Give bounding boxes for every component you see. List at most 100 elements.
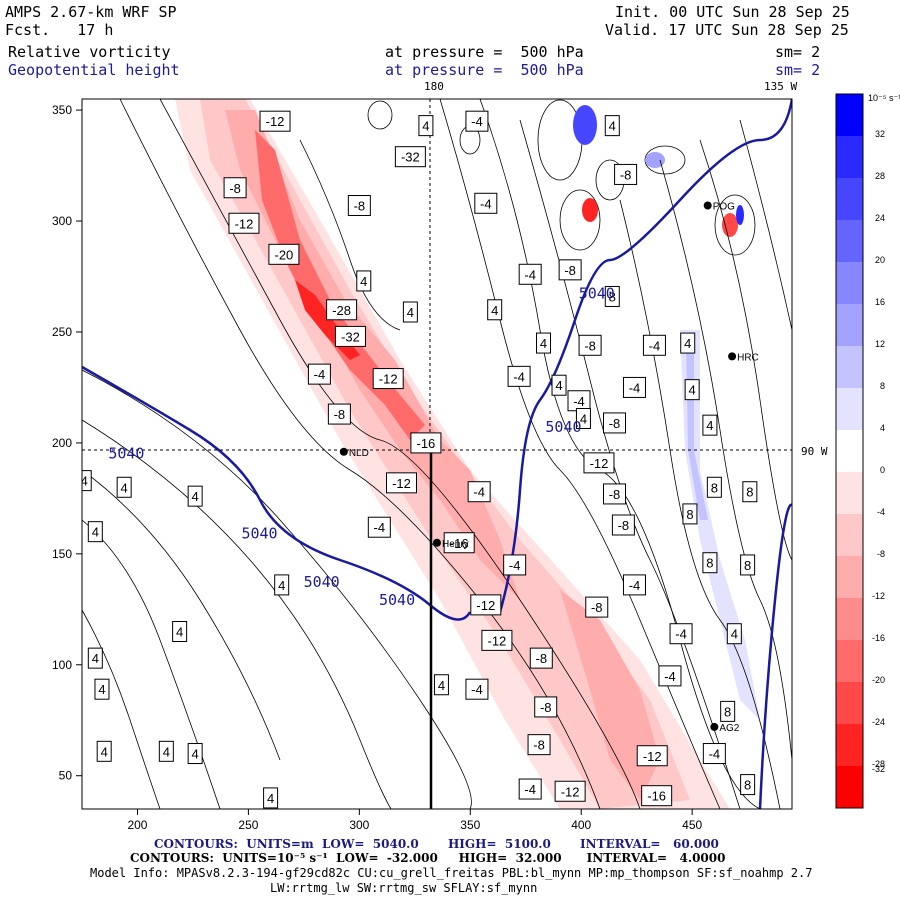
vorticity-label-box (658, 665, 682, 687)
noisy-vorticity-cores (573, 105, 744, 237)
colorbar-segment (836, 136, 863, 178)
vorticity-label: -4 (513, 369, 525, 384)
vorticity-label-box (706, 476, 722, 498)
vorticity-label-box (334, 325, 366, 347)
vorticity-label-box (669, 623, 693, 645)
vorticity-label: 4 (706, 418, 713, 433)
x-tick-label: 450 (682, 818, 702, 832)
vorticity-label-box (585, 596, 609, 618)
vorticity-label-box (680, 332, 696, 354)
colorbar-label: -32 (872, 764, 885, 774)
y-tick-label: 300 (52, 214, 72, 228)
vorticity-label-box (527, 734, 551, 756)
vorticity-label-box (534, 696, 558, 718)
vorticity-label: -12 (266, 114, 285, 129)
vorticity-contour-info: CONTOURS: UNITS=10⁻⁵ s⁻¹ LOW= -32.000 HI… (130, 851, 726, 865)
vorticity-label-box (578, 334, 602, 356)
vorticity-label: -4 (649, 338, 661, 353)
vorticity-label-box (518, 263, 542, 285)
vorticity-label-box (503, 554, 527, 576)
y-tick-label: 200 (52, 436, 72, 450)
vorticity-label-box (575, 408, 591, 429)
vorticity-label: 8 (711, 480, 718, 495)
vorticity-label-box (611, 514, 635, 536)
vorticity-label-box (529, 647, 553, 669)
colorbar-label: 0 (880, 465, 885, 475)
vorticity-label-box (702, 414, 718, 436)
vorticity-label: 4 (121, 480, 128, 495)
y-axis: 50 100 150 200 250 300 350 (52, 103, 82, 783)
vorticity-label-box (356, 270, 372, 292)
vorticity-label-box (96, 740, 112, 762)
vorticity-label: -4 (709, 747, 721, 762)
vorticity-band-east (560, 590, 660, 800)
colorbar-label: 12 (875, 339, 885, 349)
y-tick-label: 250 (52, 325, 72, 339)
vorticity-label-box (347, 195, 371, 216)
station-dot (433, 538, 441, 547)
vorticity-label: -4 (629, 380, 641, 395)
vorticity-label-box (603, 483, 626, 505)
vorticity-label: 4 (580, 412, 587, 427)
colorbar-segment (836, 640, 863, 682)
colorbar-label: 16 (875, 297, 885, 307)
vorticity-label: -4 (374, 520, 386, 535)
vorticity-positive-band (680, 330, 760, 720)
vorticity-label: -12 (476, 598, 495, 613)
colorbar-segment (836, 304, 863, 346)
colorbar-segment (836, 682, 863, 724)
plot-frame (81, 98, 793, 810)
vorticity-label: 4 (163, 744, 170, 759)
vorticity-label-box (554, 780, 586, 802)
vorticity-label: 4 (609, 119, 616, 134)
lat-90w-label: 90 W (801, 445, 828, 458)
vorticity-label: 4 (360, 274, 367, 289)
station-label: AG2 (719, 723, 739, 734)
height-label: 5040 (545, 418, 581, 436)
lon-180-label: 180 (424, 80, 444, 93)
colorbar-label: -8 (877, 549, 885, 559)
vorticity-label: -4 (524, 267, 536, 282)
vorticity-band-core (255, 130, 425, 440)
vorticity-label-box (481, 629, 513, 651)
colorbar-label: -24 (872, 717, 885, 727)
vorticity-label: 4 (491, 303, 498, 318)
colorbar-frame (835, 93, 864, 809)
vorticity-label-box (326, 299, 358, 321)
colorbar-segment (836, 220, 863, 262)
height-label: 5040 (579, 285, 615, 303)
vorticity-label-box (642, 334, 666, 356)
vorticity-label: 8 (686, 507, 693, 522)
height-label: 5040 (241, 524, 277, 542)
colorbar-label: 32 (875, 129, 885, 139)
colorbar-segment (836, 430, 863, 472)
vorticity-label-box (465, 110, 489, 132)
vorticity-label: -12 (379, 372, 398, 387)
vorticity-label: -8 (620, 167, 632, 182)
vorticity-label: -32 (401, 150, 420, 165)
colorbar-label: -4 (877, 507, 885, 517)
vorticity-label: 4 (278, 578, 285, 593)
vorticity-label: 4 (98, 682, 105, 697)
vorticity-label: -8 (533, 738, 545, 753)
station-label: Henry (442, 539, 469, 550)
smoothing2-label: sm= 2 (775, 61, 821, 79)
vorticity-label: -8 (564, 263, 576, 278)
vorticity-label: -8 (609, 416, 621, 431)
vorticity-label-box (307, 363, 331, 385)
colorbar: 32 28 24 20 16 12 8 4 0 -4 -8 -12 -16 -20 -24 -28-32 (835, 93, 885, 809)
field2-label: Geopotential height (8, 61, 180, 79)
colorbar-segment (836, 514, 863, 556)
vorticity-label: -8 (334, 407, 346, 422)
height-label: 5040 (304, 573, 340, 591)
vorticity-label: 8 (609, 289, 616, 304)
vorticity-label: 4 (422, 119, 429, 134)
vorticity-label: -16 (417, 436, 436, 451)
vorticity-label: -16 (647, 789, 666, 804)
model-info: Model Info: MPASv8.2.3-194-gf29cd82c CU:… (90, 866, 813, 880)
vorticity-label: -4 (664, 669, 676, 684)
vorticity-band-strong (225, 110, 520, 600)
